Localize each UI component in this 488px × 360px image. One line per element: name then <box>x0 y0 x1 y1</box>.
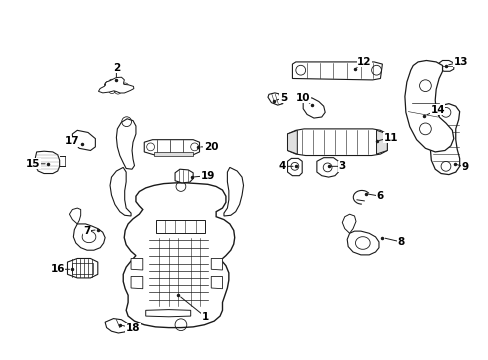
Text: 7: 7 <box>83 226 91 236</box>
Polygon shape <box>98 77 134 93</box>
Polygon shape <box>175 169 193 183</box>
Text: 18: 18 <box>125 323 140 333</box>
Text: 15: 15 <box>26 159 41 169</box>
Polygon shape <box>131 258 142 270</box>
Text: 5: 5 <box>280 93 286 103</box>
Text: 1: 1 <box>202 312 208 322</box>
Polygon shape <box>303 98 325 118</box>
Polygon shape <box>346 231 378 255</box>
Text: 10: 10 <box>295 93 310 103</box>
Polygon shape <box>211 276 222 289</box>
Text: 17: 17 <box>65 136 80 146</box>
Polygon shape <box>145 310 190 317</box>
Polygon shape <box>267 93 284 105</box>
Polygon shape <box>67 258 98 278</box>
Polygon shape <box>342 214 355 233</box>
Polygon shape <box>376 130 386 154</box>
Text: 3: 3 <box>338 161 345 171</box>
Polygon shape <box>116 119 136 169</box>
Polygon shape <box>131 276 142 289</box>
Text: 16: 16 <box>50 264 65 274</box>
Polygon shape <box>69 208 81 224</box>
Text: 4: 4 <box>278 161 286 171</box>
Text: 19: 19 <box>200 171 215 181</box>
Text: 12: 12 <box>356 57 371 67</box>
Polygon shape <box>211 258 222 270</box>
Polygon shape <box>110 167 131 216</box>
Polygon shape <box>155 220 205 233</box>
Text: 6: 6 <box>376 191 383 201</box>
Polygon shape <box>316 158 338 177</box>
Polygon shape <box>404 60 453 152</box>
Polygon shape <box>144 140 199 155</box>
Polygon shape <box>438 60 453 71</box>
Polygon shape <box>287 130 297 154</box>
Polygon shape <box>224 167 243 216</box>
Text: 9: 9 <box>461 162 468 172</box>
Polygon shape <box>105 319 128 333</box>
Polygon shape <box>154 152 193 156</box>
Text: 13: 13 <box>452 57 467 67</box>
Polygon shape <box>287 129 386 156</box>
Text: 8: 8 <box>397 237 404 247</box>
Polygon shape <box>287 158 302 176</box>
Text: 14: 14 <box>429 105 444 115</box>
Polygon shape <box>123 183 234 328</box>
Polygon shape <box>35 151 60 174</box>
Polygon shape <box>429 104 459 175</box>
Text: 20: 20 <box>203 142 218 152</box>
Polygon shape <box>73 224 105 250</box>
Text: 2: 2 <box>113 63 120 73</box>
Polygon shape <box>292 62 382 80</box>
Text: 11: 11 <box>383 132 398 143</box>
Polygon shape <box>72 130 95 150</box>
